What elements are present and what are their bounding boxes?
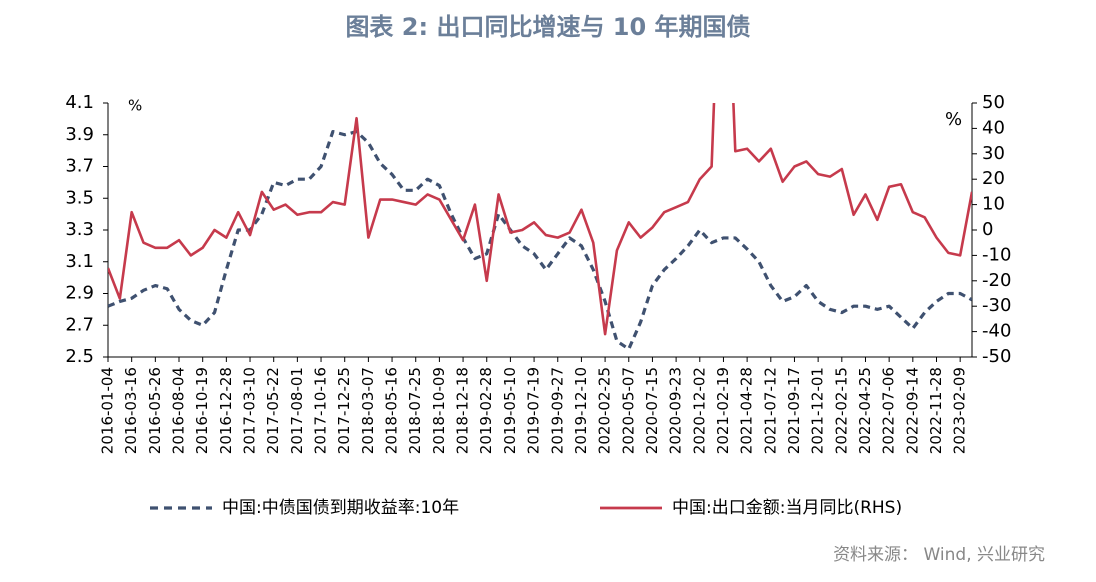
x-tick-label: 2017-12-25	[335, 367, 353, 454]
y2-tick-label: 20	[982, 168, 1005, 189]
x-tick-label: 2022-09-14	[903, 367, 921, 454]
x-tick-label: 2018-03-07	[359, 367, 377, 454]
y-tick-label: 3.9	[65, 124, 94, 145]
x-tick-label: 2016-08-04	[170, 367, 188, 454]
y2-tick-label: 0	[982, 219, 993, 240]
y2-unit: %	[945, 109, 962, 130]
x-tick-label: 2021-07-12	[761, 367, 779, 454]
x-tick-label: 2020-09-23	[667, 367, 685, 454]
x-tick-label: 2019-12-10	[572, 367, 590, 454]
y-tick-label: 3.3	[65, 219, 94, 240]
y2-tick-label: -50	[982, 346, 1011, 367]
y-tick-label: 3.5	[65, 187, 94, 208]
x-tick-label: 2016-03-16	[122, 367, 140, 454]
x-tick-label: 2023-02-09	[951, 367, 969, 454]
x-tick-label: 2018-05-16	[383, 367, 401, 454]
y2-tick-label: 40	[982, 117, 1005, 138]
x-tick-label: 2022-04-25	[856, 367, 874, 454]
x-tick-label: 2016-01-04	[99, 367, 117, 454]
y-tick-label: 3.1	[65, 251, 94, 272]
y2-tick-label: 50	[982, 92, 1005, 113]
x-tick-label: 2022-07-06	[880, 367, 898, 454]
x-tick-label: 2020-02-25	[596, 367, 614, 454]
x-tick-label: 2021-02-19	[714, 367, 732, 454]
x-tick-label: 2019-05-10	[501, 367, 519, 454]
x-tick-label: 2017-08-01	[288, 367, 306, 454]
y-tick-label: 4.1	[65, 92, 94, 113]
x-tick-label: 2020-12-02	[690, 367, 708, 454]
x-tick-label: 2022-11-28	[927, 367, 945, 454]
x-tick-label: 2018-12-18	[454, 367, 472, 454]
x-tick-label: 2019-02-28	[477, 367, 495, 454]
x-tick-label: 2017-10-16	[312, 367, 330, 454]
series-line	[108, 103, 972, 336]
x-tick-label: 2016-05-26	[146, 367, 164, 454]
y-tick-label: 2.9	[65, 283, 94, 304]
x-tick-label: 2019-09-27	[548, 367, 566, 454]
x-tick-label: 2016-10-19	[193, 367, 211, 454]
x-tick-label: 2020-07-15	[643, 367, 661, 454]
plot-area	[108, 103, 972, 351]
x-tick-label: 2022-02-15	[832, 367, 850, 454]
x-tick-label: 2018-07-25	[406, 367, 424, 454]
x-tick-label: 2019-07-19	[525, 367, 543, 454]
x-tick-label: 2017-03-10	[241, 367, 259, 454]
series-line	[108, 129, 972, 351]
y-tick-label: 2.7	[65, 314, 94, 335]
y2-tick-label: -20	[982, 270, 1011, 291]
y2-tick-label: 30	[982, 143, 1005, 164]
y2-tick-label: -10	[982, 244, 1011, 265]
x-tick-label: 2017-05-22	[264, 367, 282, 454]
x-tick-label: 2016-12-28	[217, 367, 235, 454]
x-tick-label: 2021-04-28	[738, 367, 756, 454]
legend-label: 中国:出口金额:当月同比(RHS)	[672, 498, 902, 518]
x-tick-label: 2018-10-09	[430, 367, 448, 454]
x-tick-label: 2021-12-01	[809, 367, 827, 454]
chart-title: 图表 2: 出口同比增速与 10 年期国债	[345, 13, 750, 41]
y-tick-label: 3.7	[65, 156, 94, 177]
y2-tick-label: 10	[982, 194, 1005, 215]
y2-tick-label: -40	[982, 321, 1011, 342]
x-tick-label: 2020-05-07	[619, 367, 637, 454]
source: 资料来源： Wind, 兴业研究	[833, 545, 1045, 565]
y-unit: %	[128, 97, 142, 115]
y-tick-label: 2.5	[65, 346, 94, 367]
legend-label: 中国:中债国债到期收益率:10年	[222, 498, 459, 518]
y2-tick-label: -30	[982, 295, 1011, 316]
x-tick-label: 2021-09-17	[785, 367, 803, 454]
